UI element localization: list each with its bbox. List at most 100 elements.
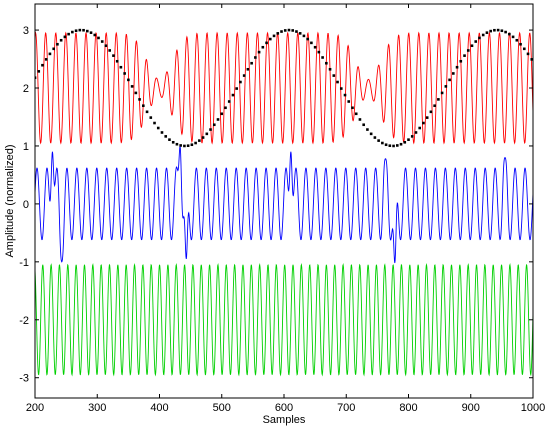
- series-black-point: [108, 49, 111, 52]
- x-axis-label: Samples: [263, 414, 306, 426]
- x-tick-label: 500: [213, 402, 231, 414]
- series-black-point: [399, 142, 403, 146]
- series-black-point: [347, 100, 351, 103]
- series-black-point: [317, 50, 321, 54]
- series-black-point: [209, 128, 212, 131]
- series-black-point: [142, 104, 145, 108]
- series-black-point: [500, 29, 504, 33]
- series-black-point: [246, 67, 250, 71]
- series-black-point: [396, 144, 399, 147]
- series-black-point: [362, 123, 365, 127]
- series-black-point: [313, 45, 317, 49]
- series-black-point: [504, 30, 507, 34]
- series-black-point: [254, 56, 257, 59]
- series-black-point: [269, 37, 272, 41]
- series-black-point: [515, 38, 519, 42]
- series-black-point: [97, 36, 100, 40]
- y-tick-label: 1: [23, 141, 29, 153]
- series-black-point: [78, 28, 82, 32]
- series-black-point: [283, 29, 287, 32]
- series-black-point: [35, 76, 37, 80]
- series-black-point: [127, 78, 130, 82]
- series-black-point: [511, 35, 515, 39]
- series-blue-line: [35, 145, 533, 264]
- series-black-point: [280, 30, 283, 33]
- series-black-point: [123, 72, 126, 75]
- series-black-point: [59, 38, 63, 42]
- series-black-point: [354, 112, 358, 116]
- y-tick-label: -2: [19, 315, 29, 327]
- series-black-point: [306, 37, 309, 41]
- series-black-point: [452, 72, 455, 75]
- series-black-point: [71, 30, 74, 34]
- series-black-point: [321, 56, 324, 59]
- series-black-point: [437, 98, 440, 101]
- series-black-point: [440, 91, 444, 95]
- series-black-point: [160, 131, 164, 134]
- series-black-point: [433, 104, 436, 108]
- series-black-point: [183, 144, 186, 148]
- series-black-point: [272, 34, 276, 38]
- series-black-point: [134, 91, 138, 95]
- series-black-point: [242, 74, 246, 77]
- series-black-point: [212, 123, 216, 127]
- series-black-point: [250, 61, 253, 65]
- series-black-point: [384, 143, 388, 147]
- series-black-point: [496, 28, 500, 32]
- x-tick-label: 600: [275, 402, 293, 414]
- series-black-point: [175, 142, 179, 146]
- series-black-point: [302, 34, 306, 38]
- series-black-point: [291, 29, 295, 32]
- series-black-point: [493, 28, 496, 32]
- y-axis-label: Amplitude (normalized): [4, 144, 16, 257]
- y-tick-label: 2: [23, 83, 29, 95]
- x-tick-label: 1000: [521, 402, 545, 414]
- series-black-point: [37, 70, 41, 73]
- series-black-point: [392, 144, 395, 148]
- series-black-point: [138, 98, 141, 101]
- x-tick-label: 200: [26, 402, 44, 414]
- y-tick-label: -3: [19, 373, 29, 385]
- series-black-point: [466, 49, 470, 52]
- series-black-point: [425, 116, 429, 119]
- series-black-point: [239, 80, 242, 84]
- series-black-point: [227, 100, 231, 103]
- series-black-point: [231, 93, 235, 97]
- series-black-point: [418, 126, 421, 130]
- series-black-point: [44, 58, 48, 61]
- series-black-point: [526, 52, 530, 56]
- series-black-point: [216, 118, 220, 121]
- series-black-point: [519, 42, 522, 46]
- series-black-point: [388, 144, 392, 147]
- series-black-point: [149, 116, 153, 119]
- series-black-point: [351, 106, 354, 110]
- series-black-point: [265, 41, 268, 45]
- series-black-point: [194, 141, 197, 145]
- x-tick-label: 700: [337, 402, 355, 414]
- series-black-point: [366, 128, 369, 131]
- series-black-point: [119, 65, 123, 69]
- series-black-point: [261, 45, 265, 49]
- series-black-point: [381, 141, 384, 145]
- series-black-point: [403, 140, 407, 144]
- series-black-point: [145, 110, 149, 114]
- series-black-point: [164, 135, 168, 138]
- series-black-point: [287, 28, 291, 32]
- y-tick-label: 3: [23, 25, 29, 37]
- series-black-point: [201, 136, 205, 139]
- series-black-point: [41, 63, 44, 67]
- series-black-point: [115, 59, 119, 63]
- series-black-dotted: [35, 28, 533, 148]
- series-black-point: [429, 110, 433, 114]
- series-black-point: [220, 112, 224, 116]
- series-black-point: [85, 29, 89, 33]
- series-black-point: [82, 28, 85, 32]
- series-black-point: [463, 54, 466, 57]
- series-black-point: [93, 33, 97, 37]
- series-black-point: [343, 93, 347, 97]
- series-black-point: [508, 32, 511, 36]
- series-black-point: [522, 47, 526, 51]
- series-black-point: [56, 42, 59, 46]
- series-black-point: [153, 121, 156, 125]
